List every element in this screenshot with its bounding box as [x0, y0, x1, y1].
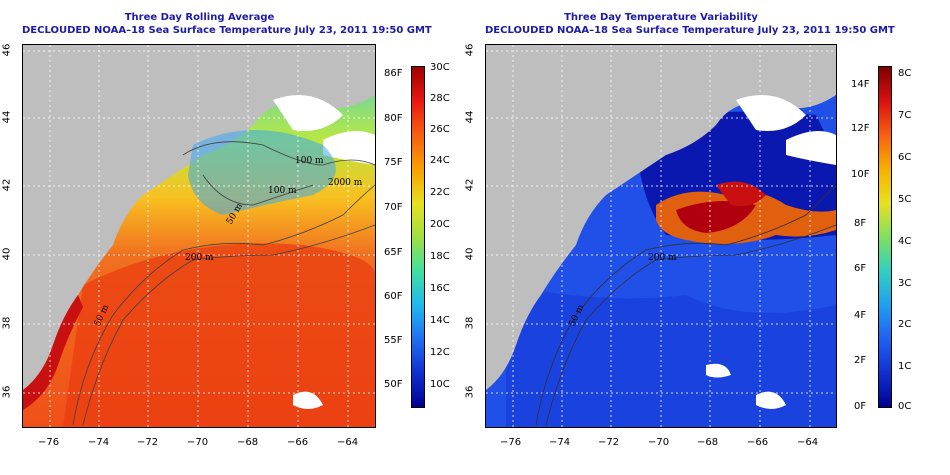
colorbar-c-label: 12C [430, 347, 450, 358]
y-tick-label: 46 [464, 43, 476, 57]
colorbar-c-label: 20C [430, 219, 450, 230]
colorbar-f-label: 70F [384, 202, 403, 213]
colorbar-c-label: 7C [898, 110, 912, 121]
contour-label: 200 m [185, 253, 214, 263]
colorbar-c-label: 2C [898, 319, 912, 330]
colorbar-c-label: 26C [430, 124, 450, 135]
y-tick-label: 46 [1, 43, 13, 57]
sst-colorbar [411, 66, 425, 408]
colorbar-f-label: 6F [854, 263, 867, 274]
coastline-land [23, 45, 375, 390]
x-tick-label: −66 [287, 437, 309, 448]
colorbar-c-label: 1C [898, 361, 912, 372]
colorbar-f-label: 4F [854, 310, 867, 321]
y-tick-label: 44 [1, 110, 13, 124]
colorbar-c-label: 16C [430, 283, 450, 294]
colorbar-f-label: 10F [851, 169, 870, 180]
colorbar-c-label: 5C [898, 194, 912, 205]
x-tick-label: −76 [38, 437, 60, 448]
x-tick-label: −72 [137, 437, 159, 448]
x-tick-label: −64 [797, 437, 819, 448]
colorbar-c-label: 6C [898, 152, 912, 163]
coastline-land [486, 45, 836, 390]
colorbar-c-label: 10C [430, 379, 450, 390]
y-tick-label: 36 [1, 385, 13, 399]
y-tick-label: 38 [464, 316, 476, 330]
x-tick-label: −74 [549, 437, 571, 448]
colorbar-c-label: 22C [430, 187, 450, 198]
y-tick-label: 36 [464, 385, 476, 399]
y-tick-label: 42 [464, 178, 476, 192]
x-tick-label: −64 [337, 437, 359, 448]
variability-colorbar [878, 66, 892, 408]
colorbar-c-label: 24C [430, 155, 450, 166]
contour-label: 100 m [268, 186, 297, 196]
sst-average-map: 100 m 100 m 2000 m 50 m 200 m 50 m [22, 44, 376, 428]
right-title-line2: DECLOUDED NOAA–18 Sea Surface Temperatur… [485, 25, 895, 36]
colorbar-f-label: 60F [384, 291, 403, 302]
colorbar-f-label: 12F [851, 123, 870, 134]
left-title-line2: DECLOUDED NOAA–18 Sea Surface Temperatur… [22, 25, 432, 36]
colorbar-c-label: 0C [898, 401, 912, 412]
colorbar-f-label: 65F [384, 247, 403, 258]
colorbar-f-label: 0F [854, 401, 867, 412]
y-tick-label: 40 [1, 247, 13, 261]
colorbar-f-label: 80F [384, 113, 403, 124]
x-tick-label: −72 [598, 437, 620, 448]
right-title-line1: Three Day Temperature Variability [564, 12, 758, 23]
y-tick-label: 42 [1, 178, 13, 192]
colorbar-f-label: 50F [384, 379, 403, 390]
colorbar-c-label: 3C [898, 278, 912, 289]
x-tick-label: −76 [500, 437, 522, 448]
contour-label: 2000 m [328, 178, 363, 188]
y-tick-label: 38 [1, 316, 13, 330]
colorbar-c-label: 14C [430, 315, 450, 326]
x-tick-label: −66 [747, 437, 769, 448]
colorbar-f-label: 2F [854, 355, 867, 366]
colorbar-f-label: 75F [384, 157, 403, 168]
colorbar-c-label: 8C [898, 68, 912, 79]
sst-variability-map: 200 m 50 m [485, 44, 837, 428]
colorbar-c-label: 28C [430, 93, 450, 104]
contour-label: 100 m [295, 156, 324, 166]
x-tick-label: −68 [697, 437, 719, 448]
x-tick-label: −74 [88, 437, 110, 448]
colorbar-c-label: 18C [430, 251, 450, 262]
x-tick-label: −70 [648, 437, 670, 448]
colorbar-c-label: 4C [898, 236, 912, 247]
x-tick-label: −68 [237, 437, 259, 448]
colorbar-f-label: 8F [854, 218, 867, 229]
colorbar-f-label: 86F [384, 68, 403, 79]
y-tick-label: 44 [464, 110, 476, 124]
contour-label: 200 m [648, 253, 677, 263]
y-tick-label: 40 [464, 247, 476, 261]
colorbar-c-label: 30C [430, 62, 450, 73]
colorbar-f-label: 14F [851, 79, 870, 90]
left-title-line1: Three Day Rolling Average [124, 12, 275, 23]
x-tick-label: −70 [187, 437, 209, 448]
colorbar-f-label: 55F [384, 335, 403, 346]
